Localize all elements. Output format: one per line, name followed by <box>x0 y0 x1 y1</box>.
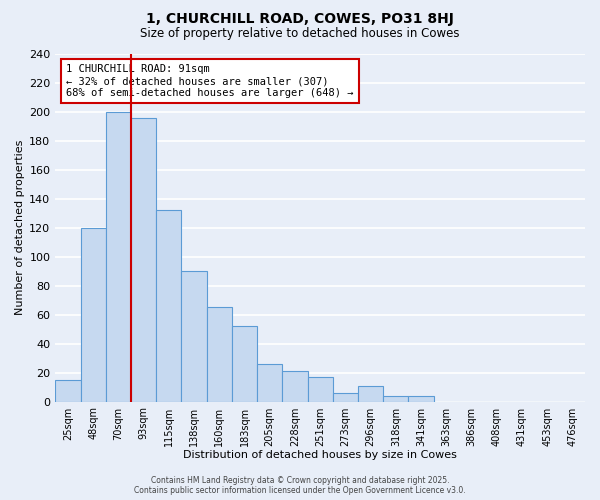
Text: 1 CHURCHILL ROAD: 91sqm
← 32% of detached houses are smaller (307)
68% of semi-d: 1 CHURCHILL ROAD: 91sqm ← 32% of detache… <box>66 64 353 98</box>
Text: Contains HM Land Registry data © Crown copyright and database right 2025.
Contai: Contains HM Land Registry data © Crown c… <box>134 476 466 495</box>
Bar <box>409 396 434 402</box>
Text: Size of property relative to detached houses in Cowes: Size of property relative to detached ho… <box>140 28 460 40</box>
Y-axis label: Number of detached properties: Number of detached properties <box>15 140 25 316</box>
Bar <box>232 326 257 402</box>
Bar <box>131 118 156 402</box>
Bar <box>156 210 181 402</box>
Bar <box>181 271 206 402</box>
Text: 1, CHURCHILL ROAD, COWES, PO31 8HJ: 1, CHURCHILL ROAD, COWES, PO31 8HJ <box>146 12 454 26</box>
Bar <box>333 393 358 402</box>
Bar <box>80 228 106 402</box>
Bar <box>257 364 283 402</box>
Bar <box>106 112 131 402</box>
Bar <box>206 308 232 402</box>
X-axis label: Distribution of detached houses by size in Cowes: Distribution of detached houses by size … <box>183 450 457 460</box>
Bar <box>358 386 383 402</box>
Bar <box>55 380 80 402</box>
Bar <box>383 396 409 402</box>
Bar <box>283 371 308 402</box>
Bar <box>308 377 333 402</box>
